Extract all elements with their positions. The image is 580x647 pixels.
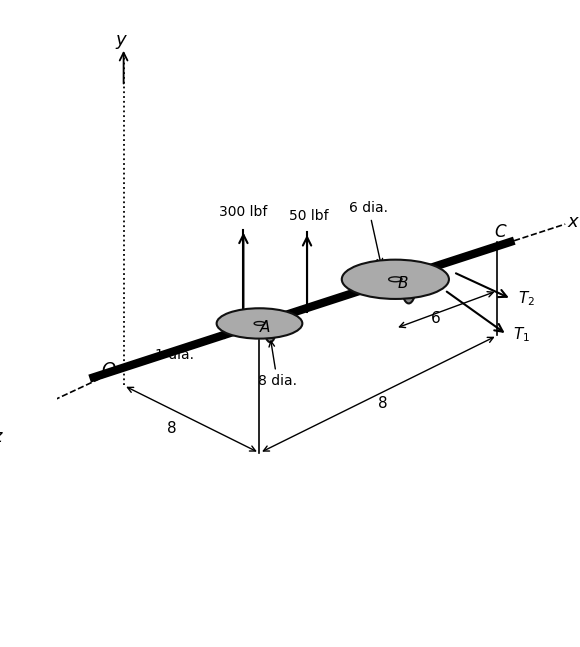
Ellipse shape (264, 312, 276, 342)
Text: 6: 6 (431, 311, 440, 326)
Text: 8: 8 (167, 421, 177, 435)
Text: $T_2$: $T_2$ (518, 290, 535, 308)
Text: 6 dia.: 6 dia. (349, 201, 388, 265)
Text: $C$: $C$ (494, 223, 508, 241)
Ellipse shape (254, 322, 265, 325)
Text: $O$: $O$ (101, 361, 116, 379)
Text: 50 lbf: 50 lbf (289, 209, 329, 223)
Text: $y$: $y$ (115, 32, 129, 50)
Text: 300 lbf: 300 lbf (219, 205, 267, 219)
Text: 1 dia.: 1 dia. (155, 333, 229, 362)
Ellipse shape (216, 308, 302, 338)
Text: $B$: $B$ (397, 275, 408, 291)
Ellipse shape (389, 277, 402, 281)
Text: $A$: $A$ (259, 319, 271, 335)
Text: 8: 8 (378, 395, 387, 411)
Ellipse shape (401, 264, 416, 303)
Text: $T_1$: $T_1$ (513, 325, 530, 344)
Text: 8 dia.: 8 dia. (258, 341, 297, 388)
Ellipse shape (342, 259, 449, 299)
Text: $z$: $z$ (0, 428, 3, 446)
Text: $x$: $x$ (567, 214, 580, 232)
